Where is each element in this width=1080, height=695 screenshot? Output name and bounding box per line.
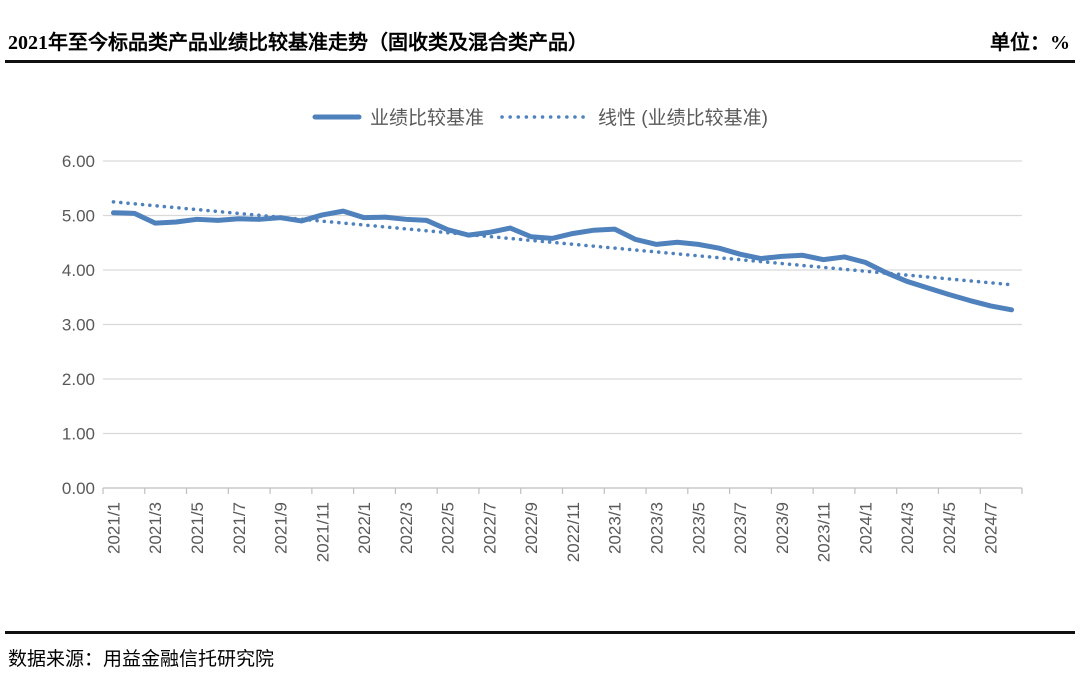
x-axis-label: 2021/1 [104,502,123,554]
solid-line-swatch [312,114,362,119]
x-axis-label: 2022/1 [355,502,374,554]
y-axis-label: 3.00 [62,316,95,335]
legend-label-series: 业绩比较基准 [370,108,485,129]
legend-item-series: 业绩比较基准 [312,103,484,130]
footer-divider [5,631,1075,634]
x-axis-label: 2024/3 [898,502,917,554]
x-axis-label: 2022/11 [564,502,583,562]
data-source: 数据来源：用益金融信托研究院 [8,649,275,670]
x-axis-label: 2024/7 [982,502,1001,554]
header-divider [5,60,1075,63]
line-chart: 0.00 1.00 2.00 3.00 4.00 5.00 6.00 2021/1 2021/3… [62,152,1023,562]
x-axis-label: 2023/3 [647,502,666,554]
x-axis-label: 2022/7 [480,502,499,554]
y-axis-label: 2.00 [62,370,95,389]
legend-item-trend: 线性 (业绩比较基准) [498,103,768,130]
y-axis-label: 0.00 [62,479,95,498]
x-axis-label: 2021/3 [146,502,165,554]
y-axis-label: 1.00 [62,425,95,444]
legend-label-trend: 线性 (业绩比较基准) [598,108,768,129]
x-axis-label: 2023/7 [731,502,750,554]
x-axis-label: 2023/1 [606,502,625,554]
y-axis-label: 4.00 [62,261,95,280]
x-axis-label: 2021/9 [272,502,291,554]
x-axis-label: 2021/7 [230,502,249,554]
x-axis-label: 2024/5 [940,502,959,554]
y-axis-label: 5.00 [62,207,95,226]
x-axis-label: 2023/9 [773,502,792,554]
x-axis-label: 2022/5 [439,502,458,554]
dotted-line-swatch [500,114,590,119]
series-line [110,208,1015,313]
x-axis-label: 2022/3 [397,502,416,554]
chart-legend: 业绩比较基准 线性 (业绩比较基准) [0,103,1080,130]
x-axis-label: 2022/9 [522,502,541,554]
x-axis-label: 2021/5 [188,502,207,554]
chart-header: 2021年至今标品类产品业绩比较基准走势（固收类及混合类产品） 单位：% [8,26,1070,55]
x-axis-label: 2023/11 [815,502,834,562]
trend-line [111,200,1014,287]
y-axis-label: 6.00 [62,152,95,171]
x-axis-label: 2021/11 [313,502,332,562]
x-axis-label: 2023/5 [689,502,708,554]
page-title: 2021年至今标品类产品业绩比较基准走势（固收类及混合类产品） [8,32,588,54]
unit-label: 单位：% [990,32,1070,54]
x-axis-label: 2024/1 [856,502,875,554]
